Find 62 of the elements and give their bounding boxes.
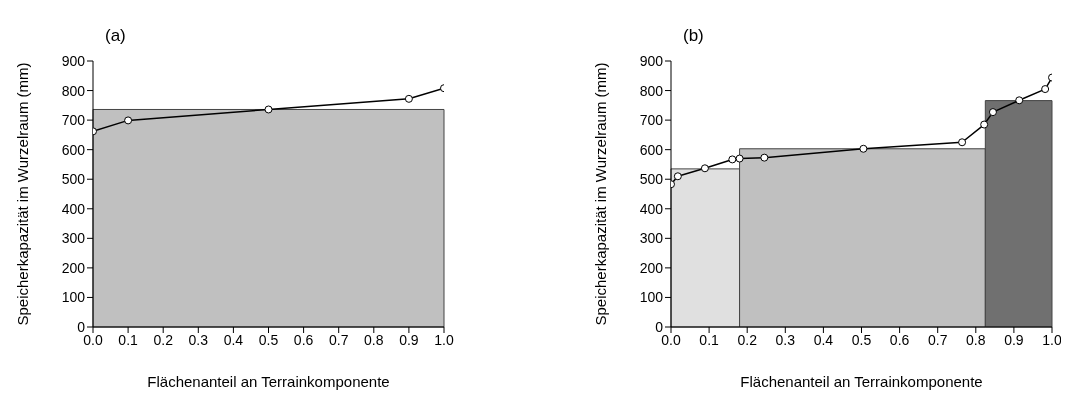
y-tick-label: 500 [639, 171, 664, 188]
y-axis-title: Speicherkapazität im Wurzelraum (mm) [14, 62, 32, 326]
point [124, 116, 133, 125]
x-tick-label: 0.8 [364, 331, 384, 348]
point [760, 153, 769, 162]
x-tick-label: 0.2 [737, 331, 758, 348]
chart-title: (a) [105, 26, 126, 46]
x-tick-label: 0.7 [328, 331, 349, 348]
y-tick-label: 100 [61, 289, 86, 306]
point [1041, 85, 1050, 94]
x-tick-label: 0.6 [293, 331, 314, 348]
y-tick-label: 600 [61, 141, 86, 158]
point [700, 164, 709, 173]
y-tick-label: 100 [639, 289, 664, 306]
point [859, 144, 868, 153]
point [735, 154, 744, 163]
y-tick-label: 900 [61, 52, 86, 69]
x-tick-label: 0.6 [889, 331, 910, 348]
y-tick-label: 0 [655, 318, 664, 335]
y-tick-label: 700 [61, 112, 86, 129]
point [958, 138, 967, 147]
x-tick-label: 0.2 [153, 331, 174, 348]
y-tick-label: 200 [61, 259, 86, 276]
x-tick-label: 0.7 [927, 331, 948, 348]
y-tick-label: 900 [639, 52, 664, 69]
x-axis-title: Flächenanteil an Terrainkomponente [147, 373, 390, 390]
x-tick-label: 0.3 [188, 331, 209, 348]
point [264, 105, 273, 114]
point [404, 94, 413, 103]
x-tick-label: 0.1 [118, 331, 139, 348]
y-tick-label: 300 [639, 230, 664, 247]
y-tick-label: 800 [639, 82, 664, 99]
x-tick-label: 0.1 [699, 331, 720, 348]
x-tick-label: 0.9 [399, 331, 419, 348]
y-tick-label: 800 [61, 82, 86, 99]
y-tick-label: 200 [639, 259, 664, 276]
point [673, 172, 682, 181]
x-axis-title: Flächenanteil an Terrainkomponente [740, 373, 983, 390]
x-tick-label: 0.9 [1004, 331, 1024, 348]
y-tick-label: 300 [61, 230, 86, 247]
point [728, 155, 737, 164]
point [1015, 96, 1024, 105]
y-tick-label: 400 [61, 200, 86, 217]
x-tick-label: 1.0 [434, 331, 454, 348]
y-tick-label: 500 [61, 171, 86, 188]
x-tick-label: 0.5 [258, 331, 279, 348]
x-tick-label: 0.4 [223, 331, 244, 348]
point [980, 120, 989, 129]
chart-title: (b) [683, 26, 704, 46]
x-tick-label: 0.3 [775, 331, 796, 348]
x-tick-label: 0.0 [83, 331, 103, 348]
point [988, 108, 997, 117]
y-axis-title: Speicherkapazität im Wurzelraum (mm) [592, 62, 610, 326]
x-tick-label: 0.0 [661, 331, 681, 348]
x-tick-label: 1.0 [1042, 331, 1062, 348]
y-tick-label: 600 [639, 141, 664, 158]
y-tick-label: 700 [639, 112, 664, 129]
y-tick-label: 400 [639, 200, 664, 217]
x-tick-label: 0.5 [851, 331, 872, 348]
x-tick-label: 0.8 [966, 331, 986, 348]
y-tick-label: 0 [77, 318, 86, 335]
x-tick-label: 0.4 [813, 331, 834, 348]
